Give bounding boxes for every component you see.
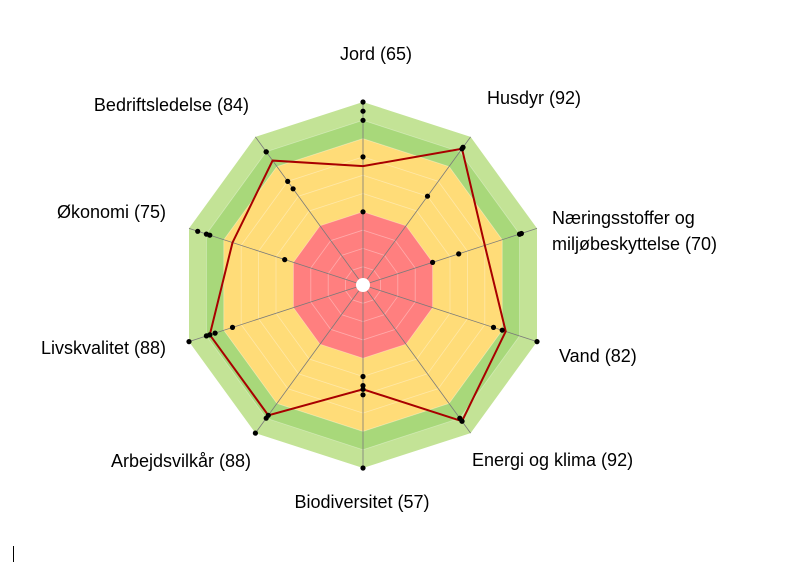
data-point-0-4 bbox=[360, 99, 366, 105]
axis-label-jord: Jord (65) bbox=[340, 44, 412, 64]
axis-label-okonomi: Økonomi (75) bbox=[57, 202, 166, 222]
data-point-8-3 bbox=[195, 228, 201, 234]
data-point-2-4 bbox=[518, 230, 525, 237]
data-point-0-2 bbox=[360, 117, 366, 123]
data-point-2-1 bbox=[456, 251, 462, 257]
spoke-8 bbox=[188, 228, 364, 286]
data-point-5-0 bbox=[360, 373, 366, 380]
data-point-4-2 bbox=[459, 418, 465, 424]
data-point-3-0 bbox=[490, 324, 497, 330]
data-point-7-4 bbox=[203, 333, 209, 339]
data-point-5-1 bbox=[360, 383, 366, 389]
axis-label-vand: Vand (82) bbox=[559, 346, 637, 366]
radar-data-points bbox=[186, 99, 540, 471]
data-point-5-3 bbox=[360, 392, 366, 398]
axis-label-bedriftsledelse: Bedriftsledelse (84) bbox=[94, 95, 249, 115]
spoke-3 bbox=[362, 284, 538, 342]
text-cursor bbox=[13, 546, 14, 562]
data-point-8-0 bbox=[282, 257, 288, 263]
spoke-7 bbox=[188, 284, 364, 342]
data-point-9-3 bbox=[263, 149, 269, 155]
spoke-1 bbox=[362, 136, 471, 286]
data-point-3-2 bbox=[534, 339, 540, 345]
data-point-9-0 bbox=[290, 186, 296, 192]
data-point-6-2 bbox=[252, 430, 258, 436]
data-point-8-2 bbox=[203, 231, 209, 237]
axis-label-arbejdsvilkar: Arbejdsvilkår (88) bbox=[111, 451, 251, 471]
axis-label-biodiversitet: Biodiversitet (57) bbox=[294, 492, 429, 512]
data-point-2-0 bbox=[430, 259, 436, 265]
spoke-6 bbox=[255, 284, 364, 434]
axis-label-naeringsstoffer-line2: miljøbeskyttelse (70) bbox=[552, 234, 717, 254]
data-point-9-1 bbox=[285, 178, 291, 184]
data-point-7-5 bbox=[186, 339, 192, 345]
data-point-0-0 bbox=[360, 209, 366, 215]
axis-label-husdyr: Husdyr (92) bbox=[487, 88, 581, 108]
data-point-0-1 bbox=[360, 154, 366, 160]
data-point-7-0 bbox=[229, 324, 236, 330]
spoke-4 bbox=[362, 284, 471, 434]
data-point-1-0 bbox=[424, 193, 431, 199]
axis-label-livskvalitet: Livskvalitet (88) bbox=[41, 338, 166, 358]
data-point-5-2 bbox=[360, 386, 366, 392]
data-point-7-1 bbox=[212, 330, 218, 336]
axis-label-naeringsstoffer-line1: Næringsstoffer og bbox=[552, 208, 695, 228]
data-point-1-3 bbox=[460, 144, 466, 150]
center-hole bbox=[356, 278, 370, 292]
data-point-0-3 bbox=[360, 108, 366, 114]
axis-label-energi-og-klima: Energi og klima (92) bbox=[472, 450, 633, 470]
data-point-3-1 bbox=[499, 327, 505, 333]
data-point-5-4 bbox=[360, 465, 366, 471]
data-point-6-1 bbox=[263, 415, 269, 421]
spoke-2 bbox=[362, 228, 538, 286]
